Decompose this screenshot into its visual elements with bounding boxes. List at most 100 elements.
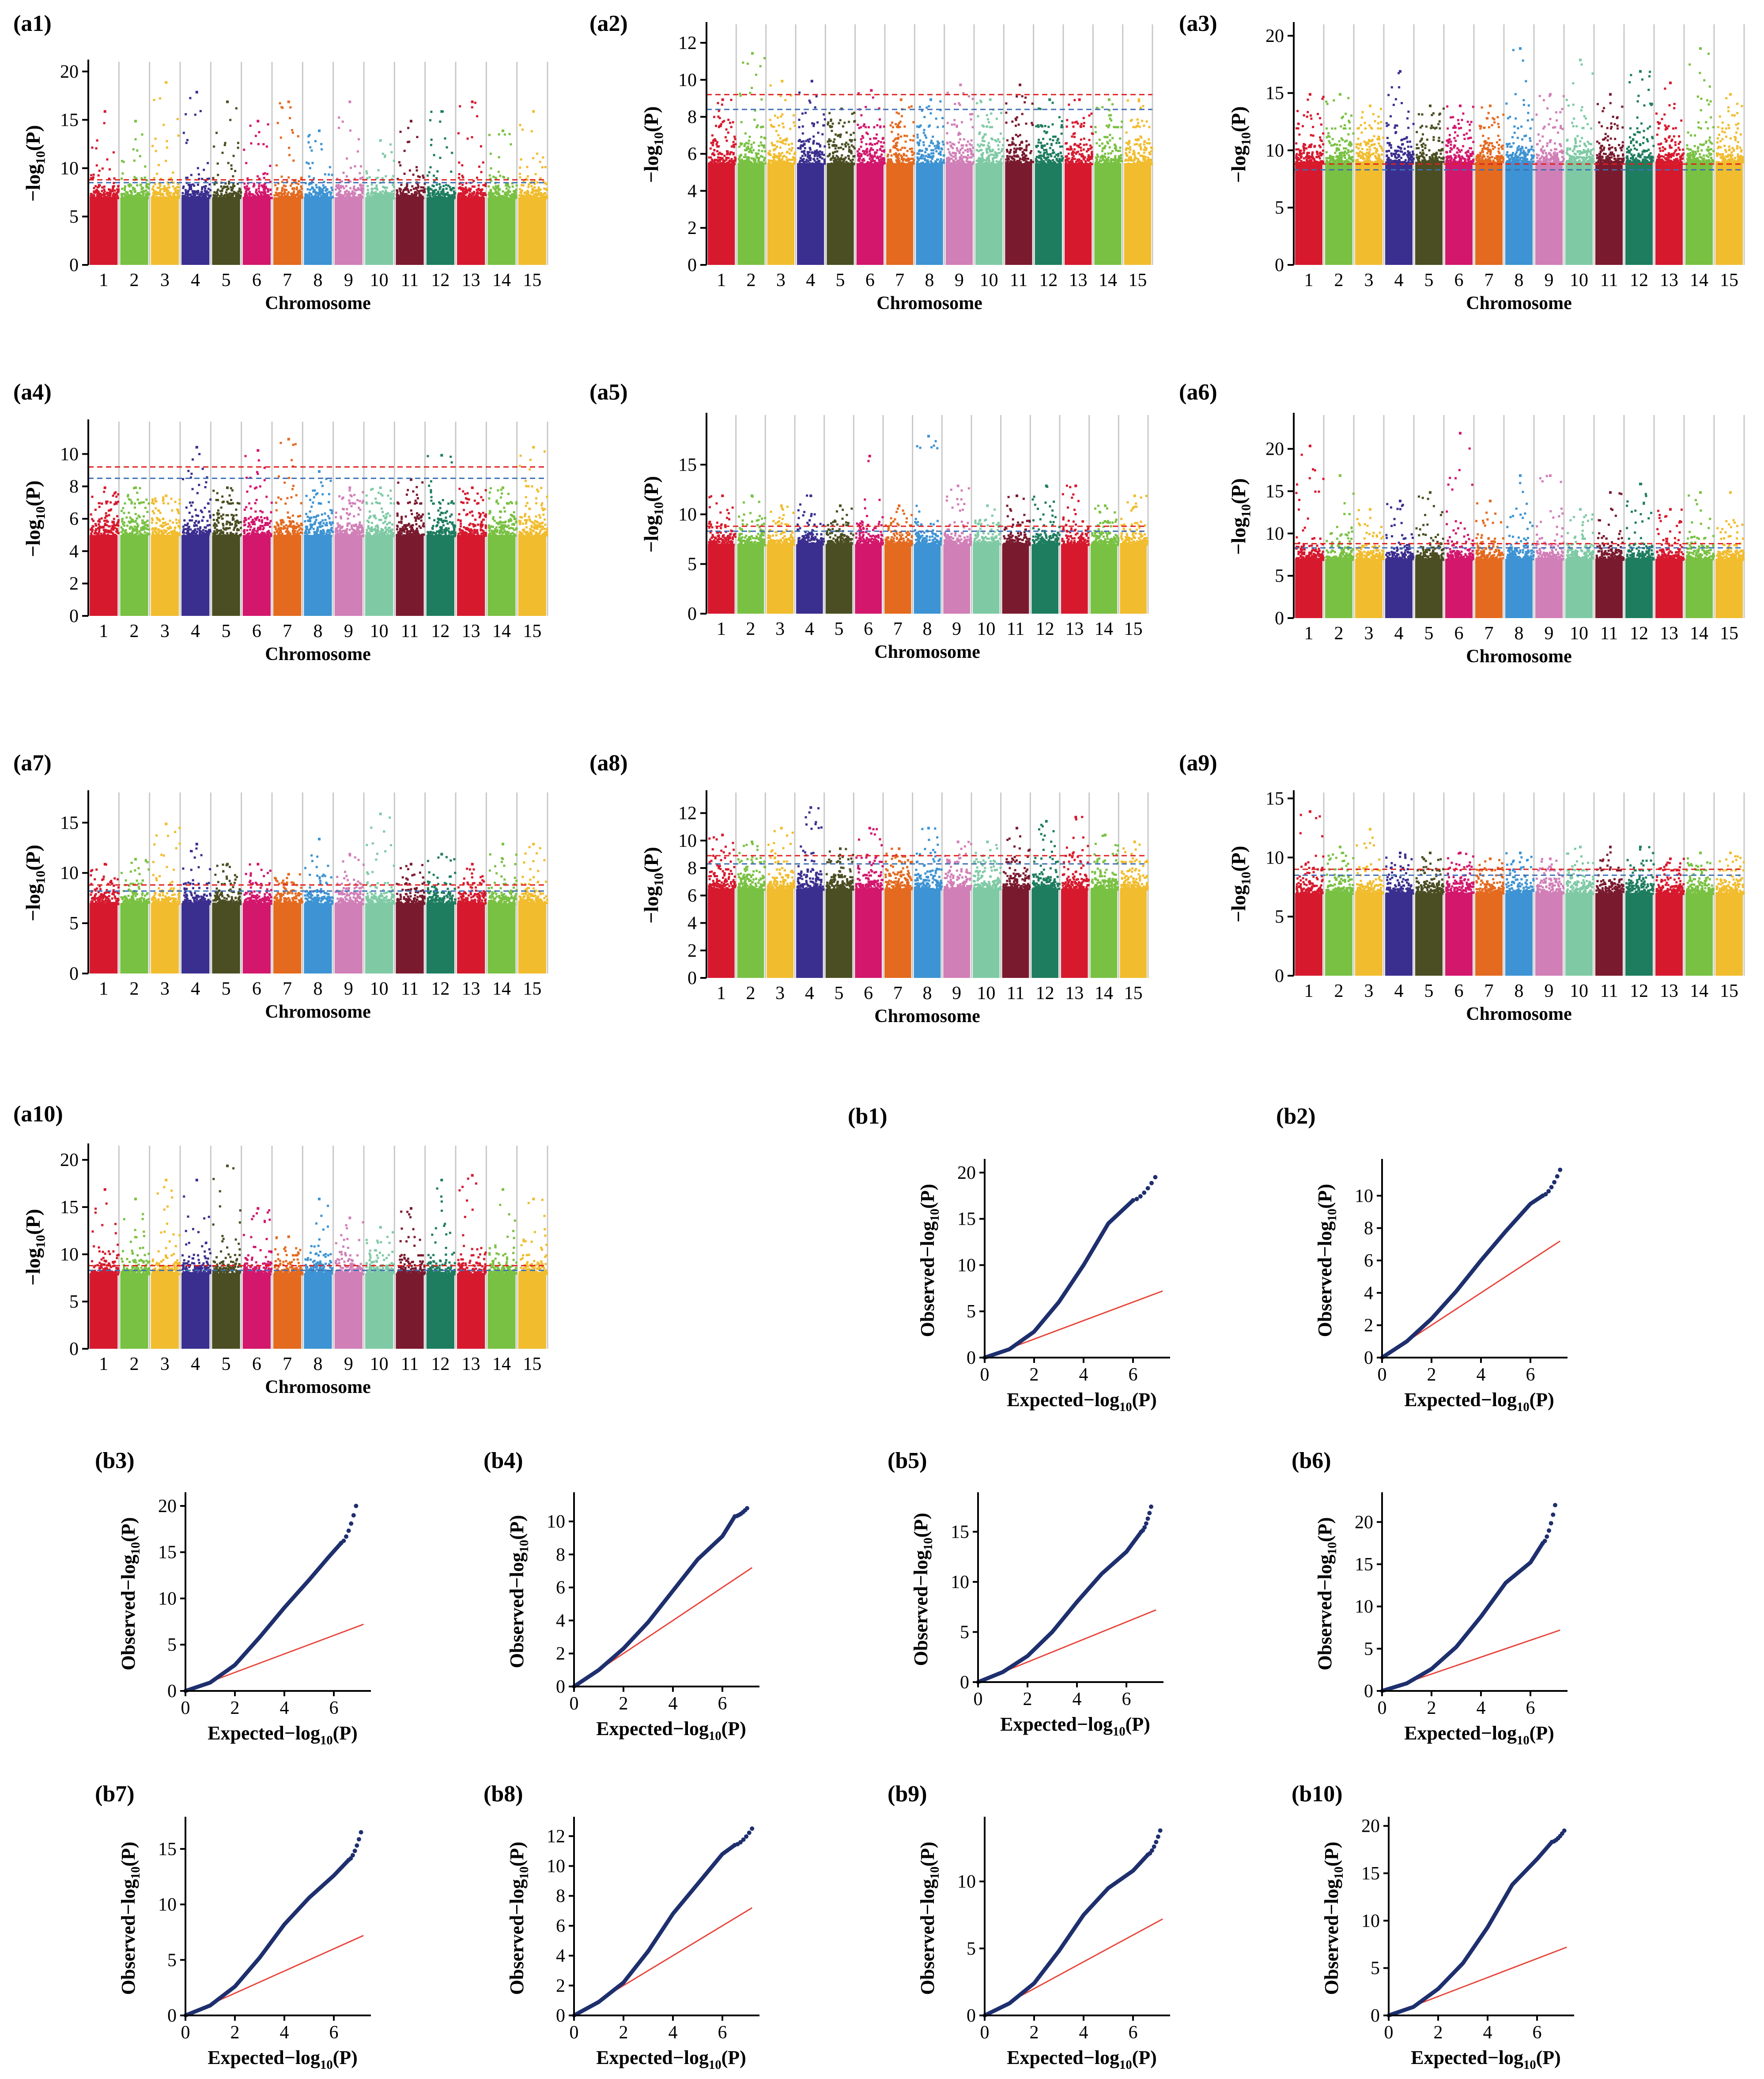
x-tick-label: 4 [280,2022,289,2043]
chromosome-points-9 [335,486,365,537]
chromosome-block-14 [1090,544,1118,614]
chromosome-points-12 [1032,820,1061,891]
x-tick-label: 7 [1484,981,1494,1001]
x-tick-label: 12 [1036,619,1054,639]
x-tick-label: 2 [1434,2022,1443,2043]
chromosome-block-3 [1355,893,1382,976]
chromosome-block-6 [855,888,882,978]
x-tick-label: 4 [1073,1689,1082,1709]
chromosome-block-6 [855,544,882,614]
x-axis-label: Chromosome [265,293,371,313]
y-axis-label-main: −log [1227,517,1250,555]
chromosome-block-11 [1595,893,1623,976]
x-tick-label: 0 [980,2022,990,2043]
x-tick-label: 2 [1427,1365,1436,1385]
chromosome-points-1 [1295,93,1325,164]
chromosome-block-12 [1625,558,1653,618]
y-tick-label: 6 [556,1578,565,1598]
x-tick-label: 0 [980,1365,990,1385]
y-tick-label: 6 [69,509,79,529]
chromosome-points-8 [304,838,334,906]
chromosome-block-1 [708,888,735,978]
x-tick-label: 2 [1030,2022,1039,2043]
observed-points-curve [982,1853,1150,2018]
observed-point [1552,1180,1557,1185]
x-tick-label: 14 [1690,981,1708,1001]
x-tick-label: 13 [1660,623,1678,644]
x-tick-label: 2 [1030,1365,1039,1385]
x-tick-label: 13 [462,1354,480,1374]
chromosome-points-15 [1120,494,1148,547]
chromosome-block-2 [737,163,765,265]
x-axis-label: Expected−log10(P) [596,2047,746,2072]
panel-label: (a7) [13,751,52,776]
y-axis-label-sub: 10 [1326,1542,1339,1555]
y-tick-label: 8 [556,1545,565,1565]
chromosome-points-15 [1124,98,1153,166]
y-axis-label: Observed−log10(P) [1321,1842,1346,1995]
observed-point [1153,1175,1158,1180]
y-tick-label: 0 [687,604,697,624]
chromosome-points-5 [825,847,854,891]
x-tick-label: 1 [1304,623,1314,644]
chromosome-block-15 [518,535,546,616]
x-tick-label: 6 [1122,1689,1131,1709]
y-axis-label-tail: (P) [640,476,662,502]
chromosome-block-15 [518,1273,546,1349]
y-axis-label: Observed−log10(P) [1314,1517,1339,1671]
y-axis-label: Observed−log10(P) [917,1842,942,1995]
x-tick-label: 4 [805,619,814,639]
chromosome-block-9 [334,903,363,973]
x-tick-label: 2 [619,1694,628,1714]
y-tick-label: 5 [967,1302,976,1322]
y-tick-label: 15 [60,813,79,833]
x-tick-label: 4 [1079,2022,1088,2043]
chromosome-block-10 [1565,162,1593,265]
y-axis-label-tail: (P) [640,847,662,873]
chromosome-points-4 [1385,499,1415,561]
x-tick-label: 5 [222,621,231,641]
chromosome-points-1 [90,110,120,200]
chromosome-points-4 [1385,851,1414,895]
chromosome-block-2 [120,535,148,616]
observed-point [348,1856,353,1861]
y-axis-label-tail: (P) [22,480,44,506]
observed-point [1545,1534,1549,1539]
x-tick-label: 10 [977,983,995,1004]
panel-label: (b8) [483,1781,523,1807]
chromosome-points-3 [767,826,796,891]
y-tick-label: 0 [69,1339,79,1359]
y-axis-label: Observed−log10(P) [117,1842,143,1995]
chromosome-points-12 [1035,98,1064,166]
x-tick-label: 14 [492,979,511,999]
y-axis-label: Observed−log10(P) [117,1517,143,1671]
chromosome-block-1 [90,197,118,265]
y-tick-label: 6 [687,144,697,164]
chromosome-block-14 [487,1273,516,1349]
x-tick-label: 14 [1095,619,1113,639]
y-axis-label-sub: 10 [517,1867,531,1879]
x-tick-label: 1 [99,979,108,999]
chromosome-points-13 [1061,484,1090,547]
chromosome-block-2 [120,903,148,973]
x-tick-label: 10 [370,270,389,291]
y-axis-label: Observed−log10(P) [910,1513,935,1666]
chromosome-points-6 [242,1207,273,1275]
observed-point [1543,1192,1548,1196]
chromosome-points-12 [426,110,457,200]
y-tick-label: 6 [556,1916,565,1936]
chromosome-block-4 [796,544,823,614]
observed-point [741,1837,746,1842]
chromosome-block-8 [1505,162,1533,265]
chromosome-points-12 [1031,484,1061,547]
x-tick-label: 0 [181,1698,190,1718]
x-tick-label: 7 [283,621,292,641]
y-axis-label-main: −log [640,886,662,924]
chromosome-points-6 [1445,104,1475,164]
chromosome-block-3 [767,888,793,978]
x-tick-label: 2 [746,983,755,1004]
x-tick-label: 7 [893,619,903,639]
observed-point [344,1534,348,1539]
panel-label: (b1) [848,1104,888,1129]
